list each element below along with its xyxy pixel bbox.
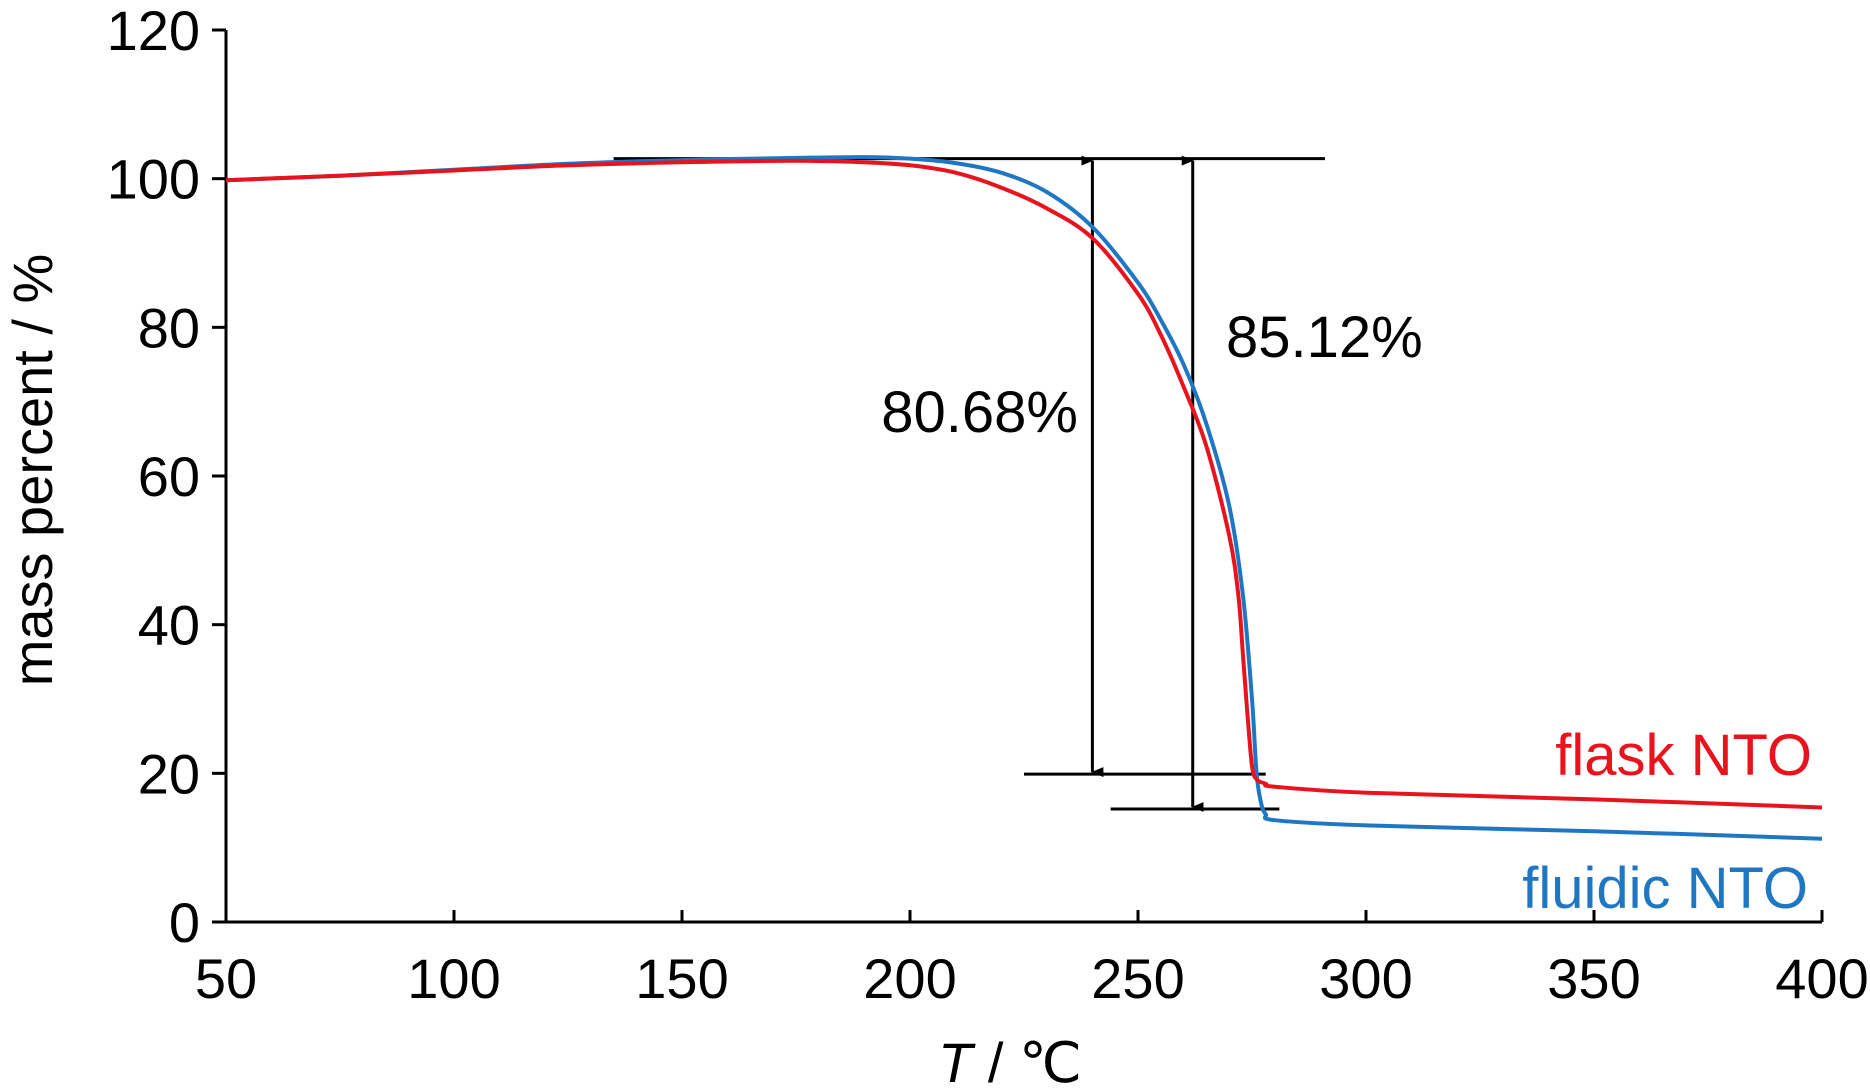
x-tick-label: 300 bbox=[1319, 947, 1412, 1010]
series-label: fluidic NTO bbox=[1522, 856, 1808, 921]
x-tick-label: 100 bbox=[407, 947, 500, 1010]
x-axis-separator: / bbox=[972, 1031, 1019, 1090]
y-axis-title: mass percent / % bbox=[1, 254, 64, 687]
x-tick-label: 200 bbox=[863, 947, 956, 1010]
axes bbox=[226, 30, 1822, 922]
y-tick-label: 40 bbox=[138, 594, 200, 657]
y-axis-ticks: 0 20 40 60 80 100 120 bbox=[107, 0, 226, 954]
x-axis-ticks: 50 100 150 200 250 300 350 400 bbox=[195, 910, 1869, 1010]
arrow-value-label: 80.68% bbox=[881, 380, 1078, 445]
arrow-value-label: 85.12% bbox=[1226, 305, 1423, 370]
y-tick-label: 120 bbox=[107, 0, 200, 62]
x-tick-label: 400 bbox=[1775, 947, 1868, 1010]
y-tick-label: 100 bbox=[107, 148, 200, 211]
x-axis-title: T / ℃ bbox=[938, 1031, 1082, 1090]
x-tick-label: 50 bbox=[195, 947, 257, 1010]
y-tick-label: 0 bbox=[169, 891, 200, 954]
annotation-labels: 80.68% 85.12% flask NTO fluidic NTO bbox=[881, 305, 1812, 921]
x-tick-label: 150 bbox=[635, 947, 728, 1010]
y-tick-label: 60 bbox=[138, 445, 200, 508]
series-label: flask NTO bbox=[1555, 723, 1812, 788]
measurement-arrows bbox=[1092, 161, 1192, 807]
tga-chart: 50 100 150 200 250 300 350 400 020406080100120 … bbox=[0, 0, 1870, 1090]
y-tick-label: 80 bbox=[138, 296, 200, 359]
series-line-flask-nto bbox=[226, 161, 1822, 808]
x-axis-unit: ℃ bbox=[1019, 1031, 1082, 1090]
x-tick-label: 250 bbox=[1091, 947, 1184, 1010]
x-tick-label: 350 bbox=[1547, 947, 1640, 1010]
y-tick-label: 20 bbox=[138, 742, 200, 805]
x-axis-variable: T bbox=[938, 1031, 976, 1090]
